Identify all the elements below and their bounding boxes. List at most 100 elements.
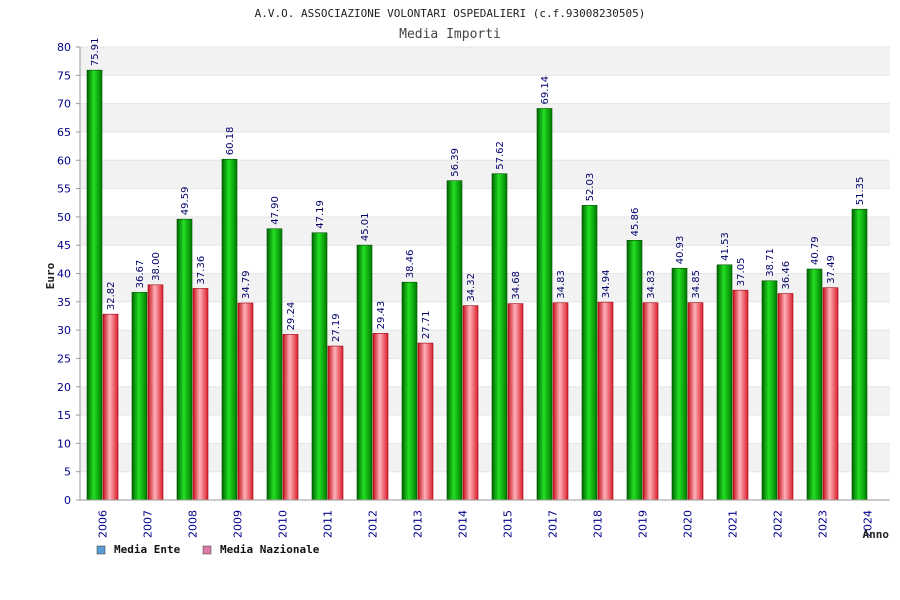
y-tick-label: 55 <box>57 183 71 196</box>
value-label-media-ente-2011: 47.19 <box>315 200 326 229</box>
bar-media-nazionale-2007 <box>147 284 164 501</box>
x-tick-label-2012: 2012 <box>367 510 380 538</box>
bar-media-ente-2012 <box>356 244 373 501</box>
bar-media-ente-2010 <box>266 228 283 501</box>
bar-media-ente-2018 <box>581 205 598 501</box>
bar-media-nazionale-2017 <box>552 302 569 501</box>
value-label-media-ente-2008: 49.59 <box>180 187 191 216</box>
x-tick-label-2009: 2009 <box>232 510 245 538</box>
grid-bands <box>80 46 890 501</box>
grid-band <box>80 301 890 331</box>
value-label-media-ente-2017: 69.14 <box>540 76 551 105</box>
y-tick-label: 10 <box>57 437 71 450</box>
grid-band <box>80 131 890 161</box>
bar-media-ente-2009 <box>221 158 238 501</box>
y-tick-label: 40 <box>57 268 71 281</box>
value-label-media-ente-2009: 60.18 <box>225 127 236 156</box>
x-tick-label-2017: 2017 <box>547 510 560 538</box>
bar-media-nazionale-2020 <box>687 302 704 501</box>
grid-band <box>80 245 890 274</box>
grid-band <box>80 471 890 500</box>
value-label-media-ente-2024: 51.35 <box>855 177 866 206</box>
y-tick-label: 50 <box>57 211 71 224</box>
value-label-media-nazionale-2006: 32.82 <box>106 282 117 311</box>
x-axis-label: Anno <box>863 528 890 541</box>
value-label-media-nazionale-2012: 29.43 <box>376 301 387 330</box>
bar-media-nazionale-2012 <box>372 333 389 501</box>
bar-media-nazionale-2014 <box>462 305 479 501</box>
y-tick-label: 45 <box>57 239 71 252</box>
x-tick-label-2018: 2018 <box>592 510 605 538</box>
value-label-media-ente-2023: 40.79 <box>810 236 821 265</box>
value-label-media-nazionale-2018: 34.94 <box>601 270 612 299</box>
x-tick-label-2020: 2020 <box>682 510 695 538</box>
bar-media-ente-2007 <box>131 292 148 501</box>
y-tick-label: 65 <box>57 126 71 139</box>
bar-media-ente-2020 <box>671 267 688 501</box>
value-label-media-nazionale-2007: 38.00 <box>151 252 162 281</box>
value-label-media-ente-2014: 56.39 <box>450 148 461 177</box>
grid-band <box>80 160 890 189</box>
y-tick-label: 20 <box>57 381 71 394</box>
bars: 75.91 32.82 36.67 38.00 49.59 37.36 60.18 34.79… <box>86 38 868 501</box>
grid-band <box>80 47 890 76</box>
x-tick-label-2024: 2024 <box>862 510 875 538</box>
bar-media-ente-2023 <box>806 268 823 501</box>
value-label-media-nazionale-2015: 34.68 <box>511 271 522 300</box>
legend-swatch-media-nazionale <box>202 545 212 555</box>
x-tick-label-2023: 2023 <box>817 510 830 538</box>
grid-band <box>80 415 890 444</box>
y-tick-label: 80 <box>57 41 71 54</box>
x-tick-label-2008: 2008 <box>187 510 200 538</box>
x-tick-label-2022: 2022 <box>772 510 785 538</box>
value-label-media-ente-2015: 57.62 <box>495 141 506 170</box>
bar-media-ente-2014 <box>446 180 463 501</box>
bar-media-nazionale-2022 <box>777 293 794 501</box>
value-label-media-nazionale-2022: 36.46 <box>781 261 792 290</box>
bar-media-nazionale-2008 <box>192 288 209 501</box>
bar-media-ente-2017 <box>536 108 553 501</box>
value-label-media-nazionale-2021: 37.05 <box>736 258 747 287</box>
x-tick-label-2014: 2014 <box>457 510 470 538</box>
bar-media-ente-2022 <box>761 280 778 501</box>
bar-media-ente-2008 <box>176 218 193 501</box>
y-tick-label: 60 <box>57 154 71 167</box>
value-label-media-ente-2018: 52.03 <box>585 173 596 202</box>
bar-media-ente-2006 <box>86 69 103 501</box>
legend-label-media-nazionale: Media Nazionale <box>220 543 320 556</box>
legend-label-media-ente: Media Ente <box>114 543 181 556</box>
grid-band <box>80 330 890 359</box>
legend: Media Ente Media Nazionale <box>96 543 320 556</box>
grid-band <box>80 273 890 302</box>
x-tick-label-2006: 2006 <box>97 510 110 538</box>
bar-media-nazionale-2013 <box>417 342 434 501</box>
x-tick-label-2011: 2011 <box>322 510 335 538</box>
value-label-media-ente-2020: 40.93 <box>675 236 686 265</box>
y-tick-label: 5 <box>64 466 71 479</box>
value-label-media-nazionale-2023: 37.49 <box>826 255 837 284</box>
bar-media-nazionale-2019 <box>642 302 659 501</box>
value-label-media-nazionale-2020: 34.85 <box>691 270 702 299</box>
y-tick-label: 15 <box>57 409 71 422</box>
chart-title: A.V.O. ASSOCIAZIONE VOLONTARI OSPEDALIER… <box>255 7 646 20</box>
x-axis-ticks: 2006 2007 2008 2009 2010 2011 2012 2013 2014 2015… <box>97 510 875 538</box>
y-tick-label: 25 <box>57 352 71 365</box>
y-tick-label: 0 <box>64 494 71 507</box>
grid-band <box>80 188 890 217</box>
value-label-media-ente-2012: 45.01 <box>360 212 371 241</box>
bar-media-nazionale-2006 <box>102 313 119 501</box>
value-label-media-nazionale-2019: 34.83 <box>646 270 657 299</box>
bar-media-nazionale-2018 <box>597 301 614 501</box>
bar-media-ente-2019 <box>626 240 643 501</box>
grid-band <box>80 75 890 104</box>
bar-media-ente-2024 <box>851 208 868 501</box>
x-tick-label-2019: 2019 <box>637 510 650 538</box>
value-label-media-ente-2010: 47.90 <box>270 196 281 225</box>
x-tick-label-2015: 2015 <box>502 510 515 538</box>
value-label-media-ente-2013: 38.46 <box>405 250 416 279</box>
y-tick-label: 70 <box>57 98 71 111</box>
y-axis-ticks: 0 5 10 15 20 25 30 35 40 45 50 55 60 65 70 75 80 <box>57 41 80 507</box>
grid-band <box>80 443 890 472</box>
